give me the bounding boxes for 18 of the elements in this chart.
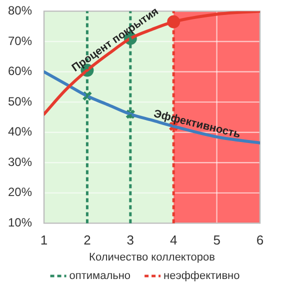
y-tick-label: 40% <box>8 124 32 139</box>
y-tick-label: 20% <box>8 185 32 200</box>
y-tick-label: 70% <box>8 34 32 48</box>
x-tick-label: 4 <box>170 232 178 248</box>
x-tick-label: 2 <box>84 232 91 248</box>
y-tick-label: 10% <box>8 216 32 230</box>
y-tick-label: 80% <box>8 4 32 18</box>
y-tick-label: 60% <box>8 64 32 78</box>
line-series <box>44 70 260 144</box>
y-tick-label: 50% <box>8 94 32 108</box>
legend-label: оптимально <box>69 270 131 282</box>
x-tick-label: 6 <box>256 232 264 248</box>
x-axis-title: Количество коллекторов <box>89 251 216 264</box>
x-tick-label: 3 <box>126 232 134 248</box>
y-tick-label: 30% <box>8 154 32 169</box>
x-tick-label: 1 <box>40 232 48 248</box>
x-tick-label: 5 <box>213 232 220 248</box>
legend-label: неэффективно <box>164 270 240 282</box>
